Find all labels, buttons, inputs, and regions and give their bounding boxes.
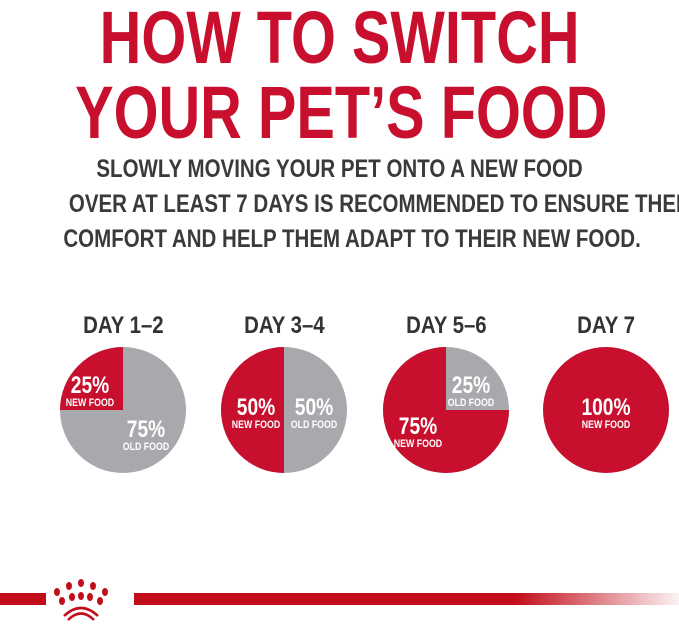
pie-value-label: 75% [399, 412, 437, 440]
pie-value-label: 25% [71, 371, 109, 399]
pie-slice-label: NEW FOOD [66, 397, 114, 409]
pie-slice-label: OLD FOOD [123, 441, 169, 453]
subtitle: SLOWLY MOVING YOUR PET ONTO A NEW FOOD O… [0, 152, 679, 257]
pie-slice-new-food [383, 347, 509, 473]
title-line-1: HOW TO SWITCH [99, 0, 580, 79]
subtitle-line: SLOWLY MOVING YOUR PET ONTO A NEW FOOD [96, 155, 583, 183]
pie-title: DAY 1–2 [82, 312, 164, 339]
pie-title: DAY 7 [577, 312, 635, 339]
pie-title: DAY 3–4 [243, 312, 325, 339]
pie-value-label: 75% [127, 415, 165, 443]
pie-slice-new-food [221, 347, 284, 473]
royal-canin-crown-logo [54, 579, 108, 621]
pie-slice-label: NEW FOOD [394, 438, 442, 450]
pie-slice-new-food [60, 347, 123, 410]
title-line-2: YOUR PET’S FOOD [75, 71, 608, 154]
pie-slice-label: OLD FOOD [448, 397, 494, 409]
pie-slice-label: NEW FOOD [232, 419, 280, 431]
pie-value-label: 25% [452, 371, 490, 399]
brand-bar-left [0, 593, 46, 605]
pie-chart: 75%NEW FOOD 25%OLD FOOD [383, 347, 509, 473]
pie-title: DAY 5–6 [405, 312, 487, 339]
subtitle-line: COMFORT AND HELP THEM ADAPT TO THEIR NEW… [63, 225, 641, 253]
pie-slice-label: NEW FOOD [582, 419, 630, 431]
brand-bar-right [134, 593, 679, 605]
pie-slice-label: OLD FOOD [291, 419, 337, 431]
pie-slice-new-food [543, 347, 669, 473]
subtitle-line: OVER AT LEAST 7 DAYS IS RECOMMENDED TO E… [68, 190, 679, 218]
pie-value-label: 50% [295, 393, 333, 421]
pie-value-label: 100% [581, 393, 630, 421]
pie-chart: 25%NEW FOOD 75%OLD FOOD [60, 347, 186, 473]
pie-chart: 100%NEW FOOD [543, 347, 669, 473]
pie-value-label: 50% [237, 393, 275, 421]
